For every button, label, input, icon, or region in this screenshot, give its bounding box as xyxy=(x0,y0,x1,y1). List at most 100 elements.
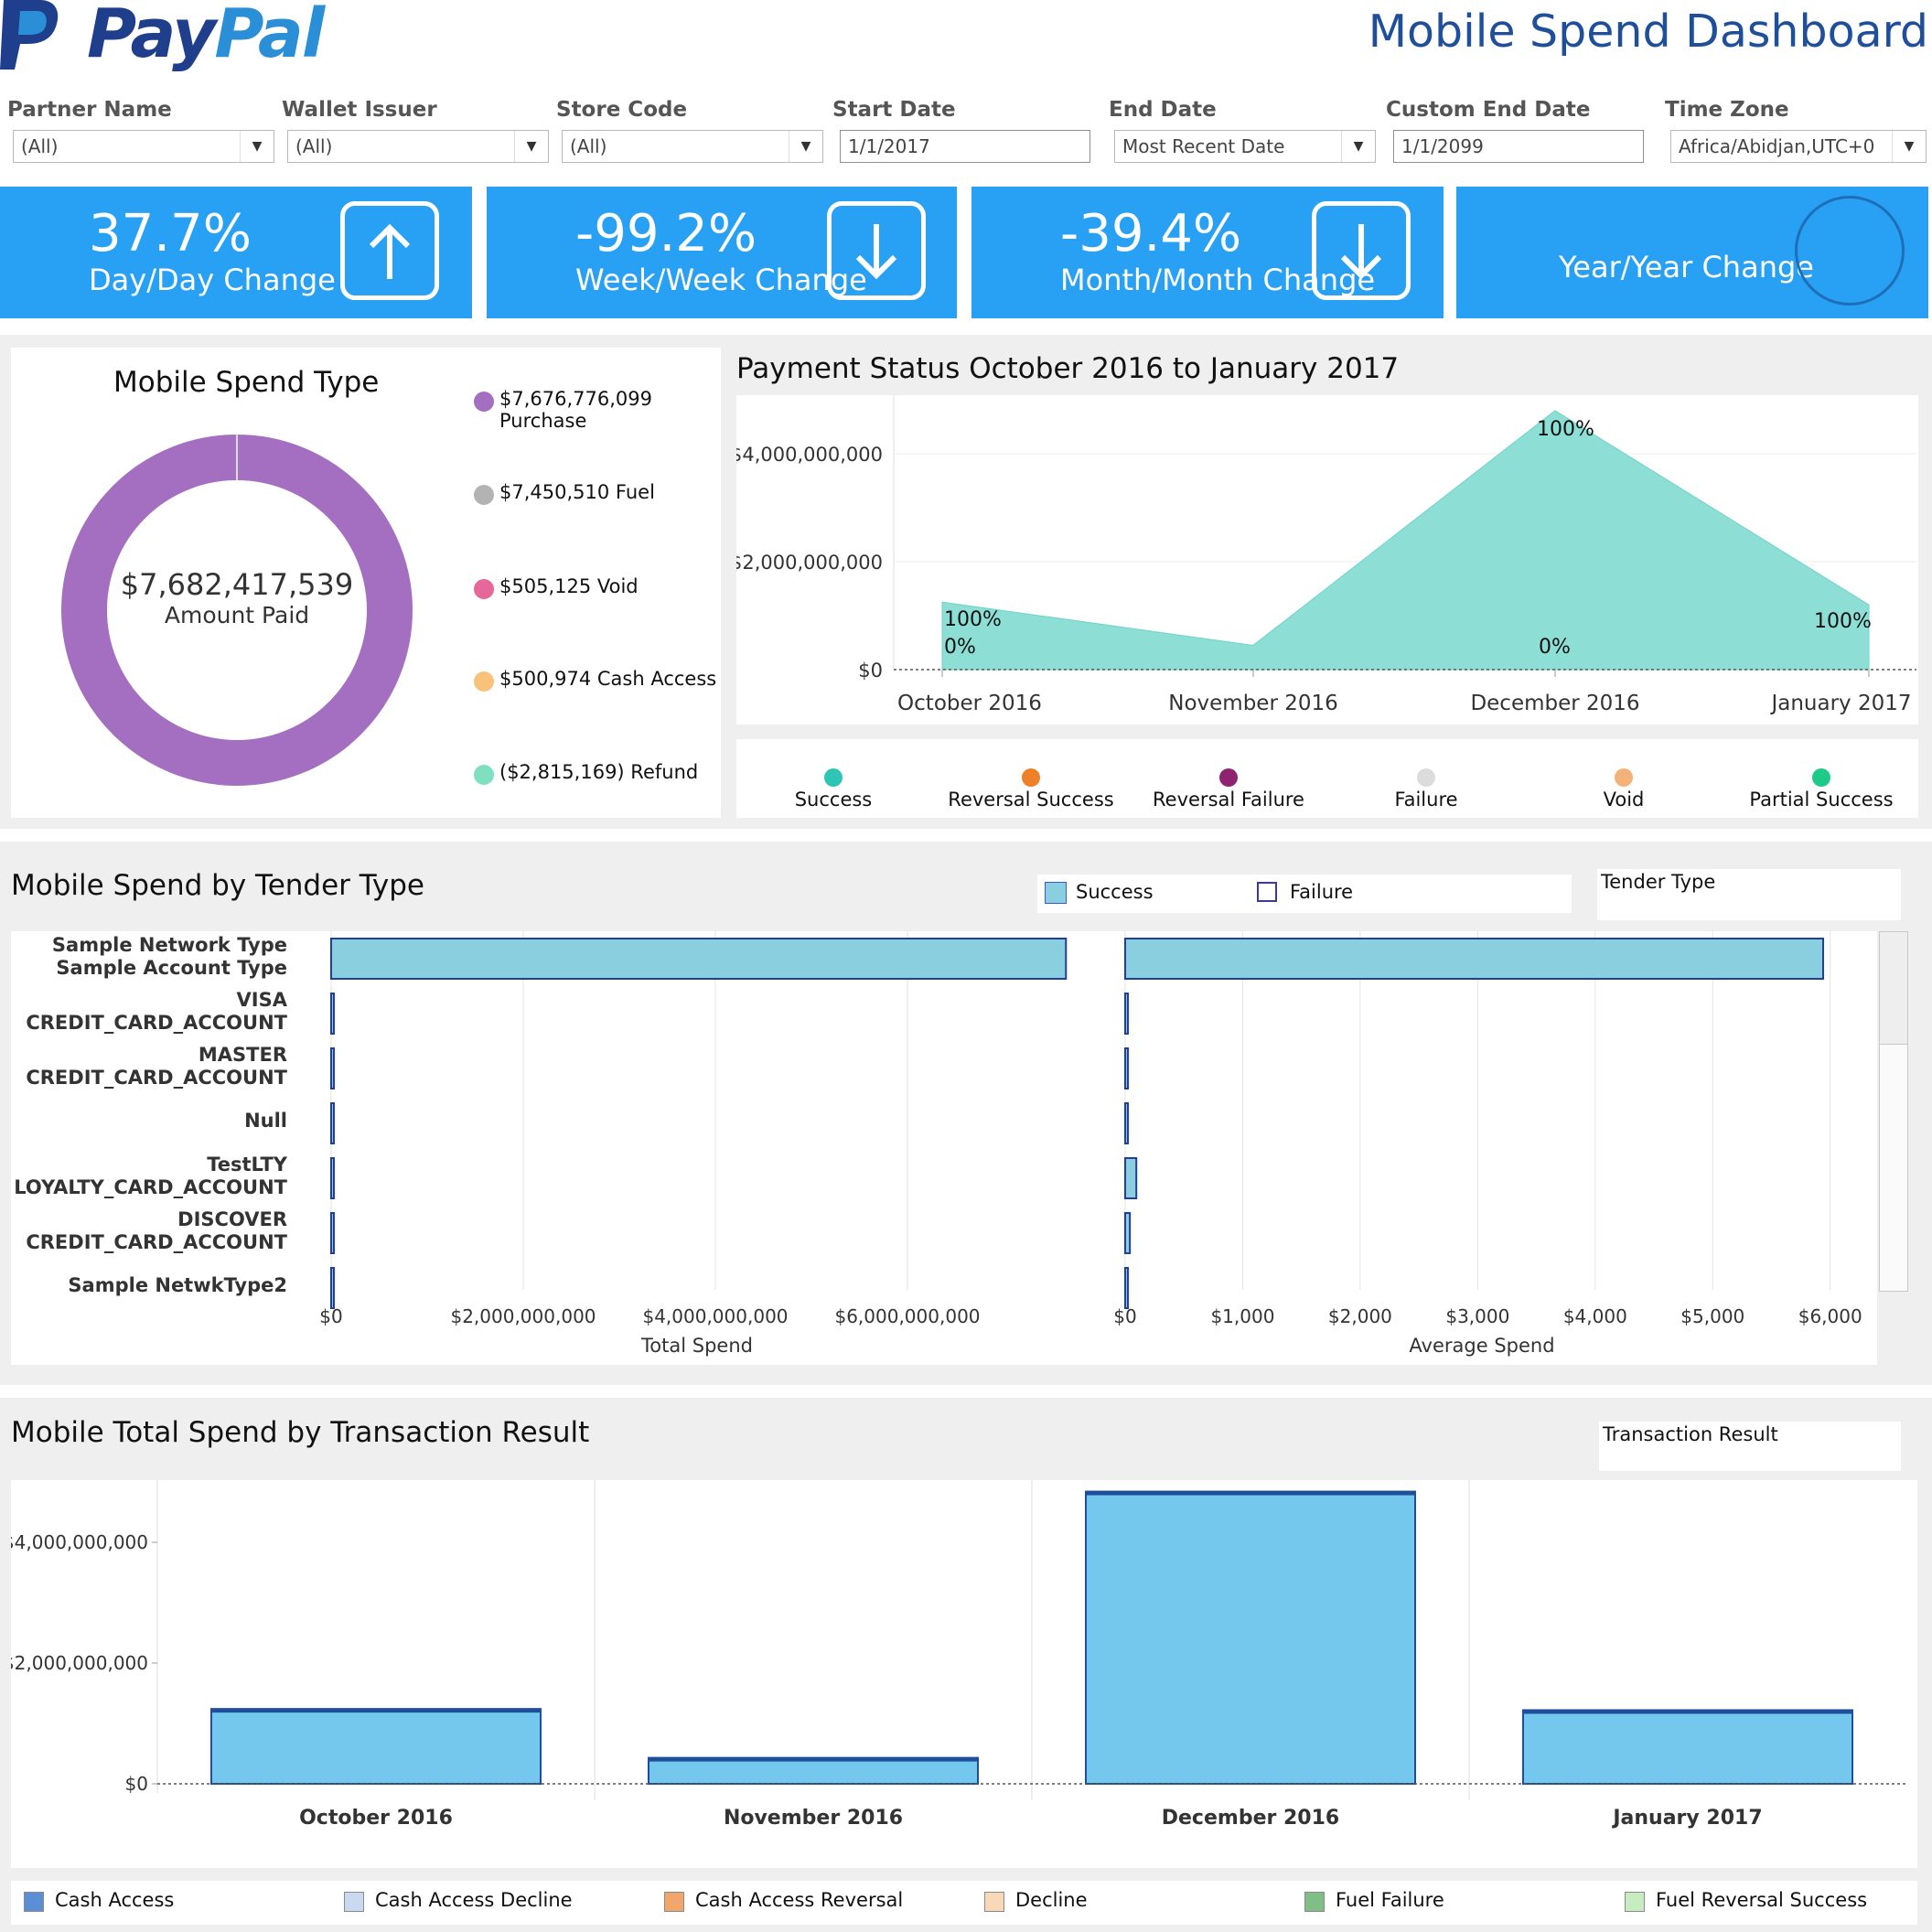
txn-legend-cash-access-reversal[interactable]: Cash Access Reversal xyxy=(695,1889,904,1911)
filter-store-code-dropdown[interactable]: (All) ▼ xyxy=(562,130,823,163)
kpi-tile-year-year-change[interactable]: Year/Year Change xyxy=(1456,187,1928,318)
spend-legend-item[interactable]: $500,974 Cash Access xyxy=(499,668,717,690)
chevron-down-icon[interactable]: ▼ xyxy=(1892,131,1926,162)
x-axis-title: Total Spend xyxy=(640,1335,753,1357)
down-arrow-icon xyxy=(1312,201,1411,300)
filter-label-end-date: End Date xyxy=(1109,98,1217,122)
chevron-down-icon[interactable]: ▼ xyxy=(514,131,548,162)
chevron-down-icon[interactable]: ▼ xyxy=(1341,131,1375,162)
x-tick-label: November 2016 xyxy=(1168,692,1338,715)
payment-status-chart[interactable]: $0 $2,000,000,000 $4,000,000,000 October 20… xyxy=(730,395,1918,724)
y-tick-label: $2,000,000,000 xyxy=(736,552,883,574)
tender-bar-total xyxy=(330,1212,335,1254)
legend-dot xyxy=(474,579,494,599)
spend-legend-item[interactable]: $7,676,776,099 Purchase xyxy=(499,388,652,432)
y-tick-label: $0 xyxy=(125,1773,148,1795)
filter-value: (All) xyxy=(295,135,333,157)
filter-partner-name-dropdown[interactable]: (All) ▼ xyxy=(13,130,274,163)
tender-type-filter[interactable]: Tender Type xyxy=(1597,869,1901,920)
kpi-tile-day-day-change[interactable]: 37.7% Day/Day Change xyxy=(0,187,472,318)
transaction-chart[interactable]: $0 $2,000,000,000 $4,000,000,000 October 20… xyxy=(3,1480,1917,1868)
transaction-bar-top xyxy=(1086,1491,1415,1496)
chevron-down-icon[interactable]: ▼ xyxy=(789,131,822,162)
logo-pal: Pal xyxy=(214,0,325,73)
spend-type-donut[interactable] xyxy=(59,432,415,789)
txn-legend-fuel-failure[interactable]: Fuel Failure xyxy=(1336,1889,1444,1911)
transaction-result-filter[interactable]: Transaction Result xyxy=(1599,1422,1901,1471)
tender-bar-average xyxy=(1124,1267,1129,1309)
filter-time-zone-dropdown[interactable]: Africa/Abidjan,UTC+0 ▼ xyxy=(1670,130,1927,163)
x-tick-label: January 2017 xyxy=(1611,1807,1762,1830)
status-legend-void[interactable]: Void xyxy=(1603,789,1645,810)
percent-annotation: 100% xyxy=(1537,418,1594,441)
txn-legend-decline[interactable]: Decline xyxy=(1015,1889,1088,1911)
tender-scrollbar[interactable] xyxy=(1879,931,1908,1292)
tender-row-label-line2: LOYALTY_CARD_ACCOUNT xyxy=(14,1176,287,1198)
legend-dot xyxy=(1812,768,1830,787)
percent-annotation: 100% xyxy=(1814,610,1872,633)
tender-bar-total xyxy=(330,1267,335,1309)
filter-start-date-input[interactable]: 1/1/2017 xyxy=(840,130,1090,163)
kpi-tile-month-month-change[interactable]: -39.4% Month/Month Change xyxy=(971,187,1444,318)
kpi-tile-week-week-change[interactable]: -99.2% Week/Week Change xyxy=(487,187,957,318)
filter-value: (All) xyxy=(21,135,59,157)
status-legend-failure[interactable]: Failure xyxy=(1394,789,1458,810)
payment-status-title: Payment Status October 2016 to January 2… xyxy=(736,352,1400,385)
status-legend-reversal-failure[interactable]: Reversal Failure xyxy=(1153,789,1304,810)
status-legend-reversal-success[interactable]: Reversal Success xyxy=(948,789,1114,810)
legend-swatch xyxy=(344,1892,364,1912)
filter-value: 1/1/2099 xyxy=(1401,135,1484,157)
tender-bar-average xyxy=(1124,1047,1129,1089)
status-legend-success[interactable]: Success xyxy=(794,789,873,810)
filter-label-time-zone: Time Zone xyxy=(1665,98,1789,122)
legend-swatch-success xyxy=(1045,882,1067,904)
txn-legend-fuel-reversal-success[interactable]: Fuel Reversal Success xyxy=(1656,1889,1868,1911)
transaction-panel: $0 $2,000,000,000 $4,000,000,000 October 20… xyxy=(3,1480,1917,1868)
tender-row-label-line1: Null xyxy=(244,1110,287,1132)
status-legend-partial-success[interactable]: Partial Success xyxy=(1749,789,1894,810)
kpi-value: 37.7% xyxy=(89,204,252,263)
txn-legend-cash-access[interactable]: Cash Access xyxy=(55,1889,175,1911)
txn-legend-cash-access-decline[interactable]: Cash Access Decline xyxy=(375,1889,573,1911)
kpi-label: Year/Year Change xyxy=(1559,250,1814,284)
tender-bar-average xyxy=(1124,1212,1132,1254)
paypal-logo-icon xyxy=(0,0,64,71)
spend-legend-item[interactable]: $7,450,510 Fuel xyxy=(499,481,655,503)
tender-bar-total xyxy=(330,1157,335,1199)
payment-status-panel: $0 $2,000,000,000 $4,000,000,000 October 20… xyxy=(730,395,1918,724)
tender-row-label-line1: Sample NetwkType2 xyxy=(68,1274,287,1296)
logo-pay: Pay xyxy=(87,0,216,73)
spend-type-panel: Mobile Spend Type $7,682,417,539 Amount … xyxy=(11,348,721,818)
tender-bar-total xyxy=(330,993,335,1035)
tender-row-label-line1: MASTER xyxy=(199,1044,287,1066)
filter-wallet-issuer-dropdown[interactable]: (All) ▼ xyxy=(287,130,549,163)
paypal-logo: PayPal xyxy=(87,0,325,73)
filter-end-date-dropdown[interactable]: Most Recent Date ▼ xyxy=(1114,130,1376,163)
spend-legend-item[interactable]: $505,125 Void xyxy=(499,575,639,597)
legend-dot xyxy=(474,671,494,692)
circle-icon xyxy=(1795,196,1905,306)
legend-dot xyxy=(1219,768,1238,787)
x-tick-label: $4,000 xyxy=(1563,1305,1627,1327)
spend-type-title: Mobile Spend Type xyxy=(113,366,380,399)
transaction-result-filter-label: Transaction Result xyxy=(1603,1423,1778,1445)
tender-row-label-line1: VISA xyxy=(237,989,288,1011)
tender-type-filter-label: Tender Type xyxy=(1601,871,1716,893)
tender-bar-average xyxy=(1124,993,1129,1035)
dashboard-title: Mobile Spend Dashboard xyxy=(1368,5,1928,58)
filter-label-partner-name: Partner Name xyxy=(7,98,172,122)
x-tick-label: November 2016 xyxy=(724,1807,903,1830)
spend-legend-item[interactable]: ($2,815,169) Refund xyxy=(499,761,699,783)
filter-custom-end-date-input[interactable]: 1/1/2099 xyxy=(1393,130,1644,163)
down-arrow-icon xyxy=(827,201,926,300)
transaction-legend-panel: Cash Access Cash Access Decline Cash Acces… xyxy=(11,1881,1917,1925)
x-tick-label: December 2016 xyxy=(1162,1807,1339,1830)
chevron-down-icon[interactable]: ▼ xyxy=(240,131,274,162)
legend-dot xyxy=(474,765,494,785)
x-tick-label: January 2017 xyxy=(1769,692,1911,715)
tender-panel: Sample Network Type Sample Account Type VI… xyxy=(11,931,1877,1365)
scrollbar-thumb[interactable] xyxy=(1880,932,1907,1045)
x-tick-label: $5,000 xyxy=(1680,1305,1744,1327)
kpi-label: Week/Week Change xyxy=(575,263,867,297)
